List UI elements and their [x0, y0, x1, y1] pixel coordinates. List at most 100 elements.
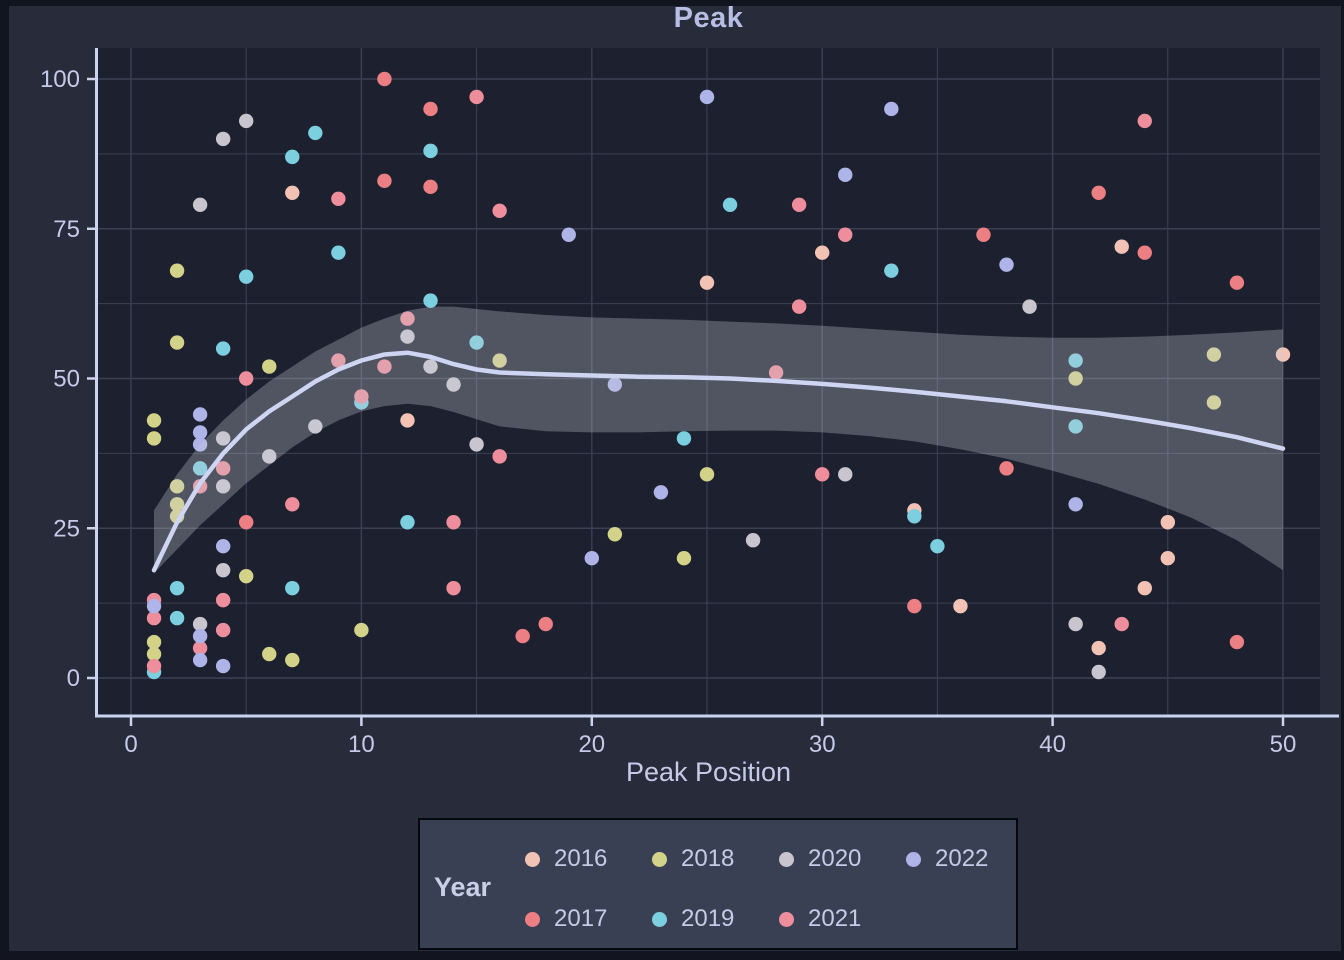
point-2019: [1068, 353, 1083, 368]
point-2020: [262, 449, 277, 464]
point-2019: [1068, 419, 1083, 434]
point-2020: [308, 419, 323, 434]
point-2018: [1068, 371, 1083, 386]
point-2021: [446, 515, 461, 530]
legend-entry-2018: 2018: [652, 846, 734, 872]
x-tick-label: 50: [1270, 731, 1297, 758]
y-tick-label: 25: [53, 515, 80, 542]
point-2018: [285, 652, 300, 668]
y-tick-label: 50: [53, 366, 80, 393]
point-2022: [192, 628, 208, 644]
window-edge-left: [0, 0, 9, 960]
plot-panel: [97, 48, 1320, 715]
point-2017: [999, 461, 1014, 476]
x-tick-label: 20: [578, 731, 605, 758]
x-axis-title: Peak Position: [625, 757, 792, 787]
point-2019: [884, 263, 899, 278]
point-2016: [699, 275, 715, 290]
point-2018: [1206, 395, 1222, 410]
point-2022: [884, 101, 899, 117]
point-2018: [169, 479, 185, 494]
legend-dot-2021: [779, 911, 794, 927]
point-2022: [192, 652, 208, 668]
legend-label: 2019: [681, 905, 735, 932]
point-2021: [331, 353, 346, 368]
point-2021: [791, 197, 807, 212]
point-2019: [907, 509, 922, 524]
point-2020: [215, 431, 231, 446]
point-2020: [192, 197, 208, 212]
point-2022: [1068, 497, 1083, 512]
point-2021: [492, 203, 507, 218]
point-2018: [169, 263, 185, 278]
point-2020: [215, 131, 231, 147]
x-tick-label: 30: [809, 731, 836, 758]
legend-dot-2016: [525, 851, 540, 867]
point-2022: [838, 167, 853, 183]
legend-label: 2016: [554, 845, 608, 872]
point-2019: [285, 149, 300, 165]
point-2022: [146, 598, 162, 614]
point-2016: [1091, 640, 1106, 656]
point-2021: [377, 359, 392, 374]
point-2019: [423, 293, 438, 308]
point-2020: [215, 562, 231, 578]
point-2016: [285, 185, 300, 201]
point-2018: [354, 622, 369, 638]
point-2022: [699, 89, 715, 105]
legend-entry-2021: 2021: [779, 906, 861, 932]
point-2022: [192, 437, 208, 452]
legend-label: 2022: [935, 845, 989, 872]
point-2021: [400, 311, 415, 326]
point-2019: [169, 580, 185, 596]
point-2021: [492, 449, 507, 464]
legend: Year 2016 2018 2020 2022 2017 2019 2021: [418, 818, 1018, 950]
point-2019: [469, 335, 484, 350]
point-2019: [169, 610, 185, 626]
point-2021: [146, 610, 162, 626]
point-2019: [239, 269, 254, 284]
point-2018: [146, 413, 162, 428]
point-2017: [538, 616, 553, 632]
point-2021: [469, 89, 484, 105]
point-2021: [1137, 113, 1152, 129]
y-tick-label: 75: [53, 216, 80, 243]
point-2019: [423, 143, 438, 159]
legend-label: 2017: [554, 905, 608, 932]
point-2022: [607, 377, 623, 392]
confidence-band: [154, 306, 1283, 574]
point-2018: [146, 646, 162, 662]
legend-dot-2017: [525, 911, 540, 927]
point-2020: [1091, 664, 1106, 680]
point-2019: [400, 515, 415, 530]
point-2021: [354, 389, 369, 404]
point-2016: [815, 245, 830, 260]
point-2021: [192, 640, 208, 656]
legend-label: 2018: [681, 845, 735, 872]
point-2022: [215, 539, 231, 554]
point-2020: [446, 377, 461, 392]
point-2018: [699, 467, 715, 482]
point-2020: [239, 113, 254, 129]
chart-title: Peak: [673, 2, 744, 34]
point-2022: [653, 485, 669, 500]
point-2017: [1137, 245, 1152, 260]
window-edge-top: [0, 0, 1344, 6]
x-tick-label: 10: [348, 731, 375, 758]
point-2017: [976, 227, 991, 242]
point-2020: [745, 533, 761, 548]
point-2021: [146, 658, 162, 674]
point-2019: [930, 539, 945, 554]
point-2016: [1137, 580, 1152, 596]
x-tick-label: 0: [124, 731, 137, 758]
point-2017: [377, 71, 392, 87]
legend-entry-2022: 2022: [906, 846, 988, 872]
point-2022: [561, 227, 576, 242]
point-2021: [768, 365, 784, 380]
point-2021: [215, 592, 231, 608]
point-2017: [239, 515, 254, 530]
legend-label: 2020: [808, 845, 862, 872]
point-2021: [239, 371, 254, 386]
point-2021: [1114, 616, 1129, 632]
y-tick-label: 100: [40, 66, 80, 93]
